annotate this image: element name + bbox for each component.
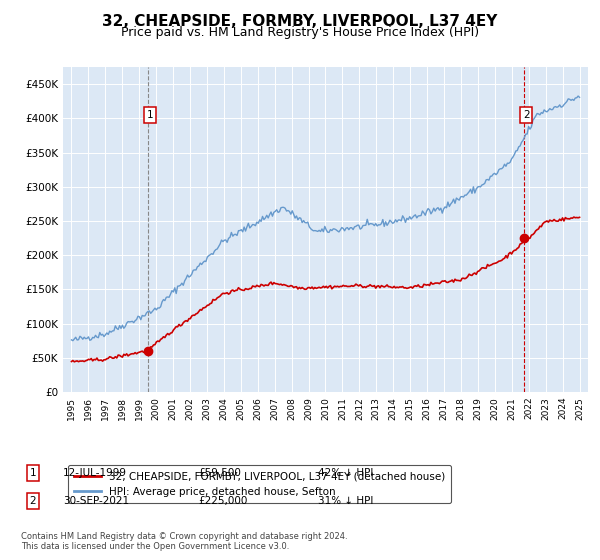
Text: 1: 1 [29,468,37,478]
Text: £225,000: £225,000 [198,496,247,506]
Text: 1: 1 [146,110,153,120]
Text: Contains HM Land Registry data © Crown copyright and database right 2024.
This d: Contains HM Land Registry data © Crown c… [21,532,347,552]
Text: £59,500: £59,500 [198,468,241,478]
Text: Price paid vs. HM Land Registry's House Price Index (HPI): Price paid vs. HM Land Registry's House … [121,26,479,39]
Text: 32, CHEAPSIDE, FORMBY, LIVERPOOL, L37 4EY: 32, CHEAPSIDE, FORMBY, LIVERPOOL, L37 4E… [103,14,497,29]
Text: 2: 2 [29,496,37,506]
Text: 42% ↓ HPI: 42% ↓ HPI [318,468,373,478]
Text: 30-SEP-2021: 30-SEP-2021 [63,496,129,506]
Text: 31% ↓ HPI: 31% ↓ HPI [318,496,373,506]
Text: 12-JUL-1999: 12-JUL-1999 [63,468,127,478]
Legend: 32, CHEAPSIDE, FORMBY, LIVERPOOL, L37 4EY (detached house), HPI: Average price, : 32, CHEAPSIDE, FORMBY, LIVERPOOL, L37 4E… [68,465,451,503]
Text: 2: 2 [523,110,529,120]
